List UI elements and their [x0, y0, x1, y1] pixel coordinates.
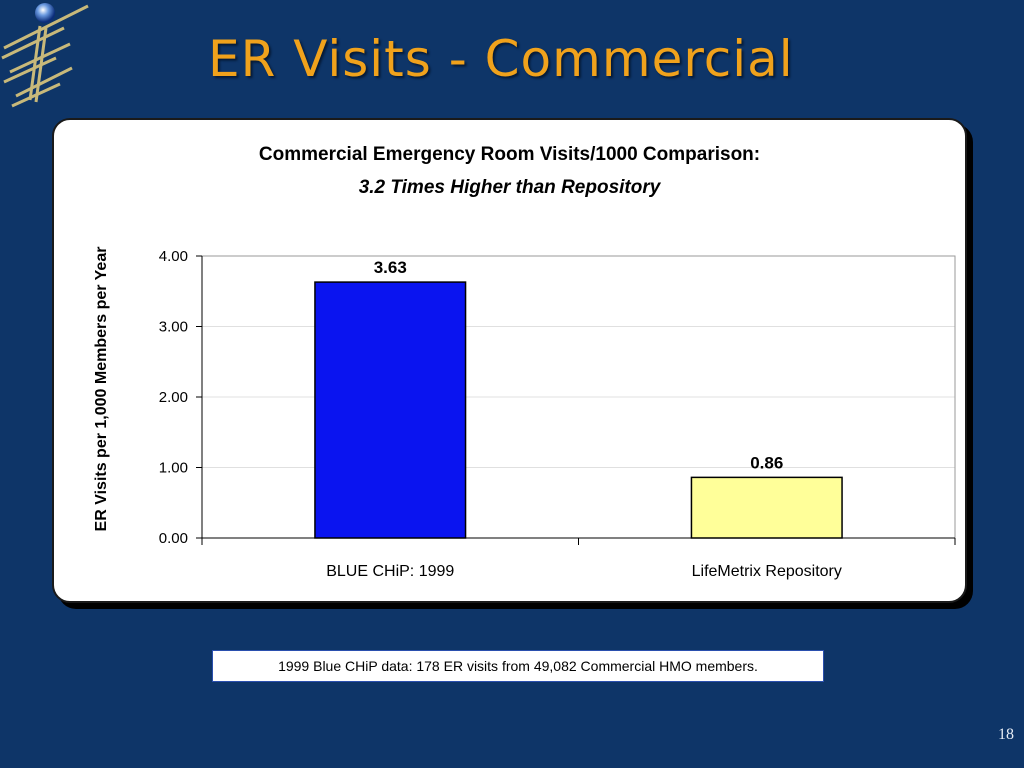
logo-icon: [1, 3, 89, 108]
y-tick-label: 1.00: [159, 460, 188, 477]
y-tick-label: 2.00: [159, 389, 188, 406]
x-tick-label: BLUE CHiP: 1999: [326, 563, 454, 580]
bar-chart: 0.00 1.00 2.00 3.00 4.00 3.63 BLUE CHiP: 1999 0…: [93, 247, 956, 580]
bar: [314, 281, 467, 539]
y-axis-title: ER Visits per 1,000 Members per Year: [93, 247, 110, 532]
y-tick-label: 4.00: [159, 248, 188, 265]
y-tick-label: 0.00: [159, 530, 188, 547]
chart-title: Commercial Emergency Room Visits/1000 Co…: [258, 144, 761, 165]
data-label: 3.63: [374, 258, 407, 277]
chart-subtitle: 3.2 Times Higher than Repository: [358, 177, 661, 198]
data-label: 0.86: [750, 453, 783, 472]
page-number: 18: [998, 726, 1014, 743]
slide-title: ER Visits - Commercial: [208, 30, 794, 88]
x-tick-label: LifeMetrix Repository: [692, 563, 842, 580]
data-source-note: 1999 Blue CHiP data: 178 ER visits from …: [212, 650, 824, 682]
y-tick-label: 3.00: [159, 319, 188, 336]
chart-card: Commercial Emergency Room Visits/1000 Co…: [52, 118, 967, 603]
bar: [690, 476, 843, 539]
